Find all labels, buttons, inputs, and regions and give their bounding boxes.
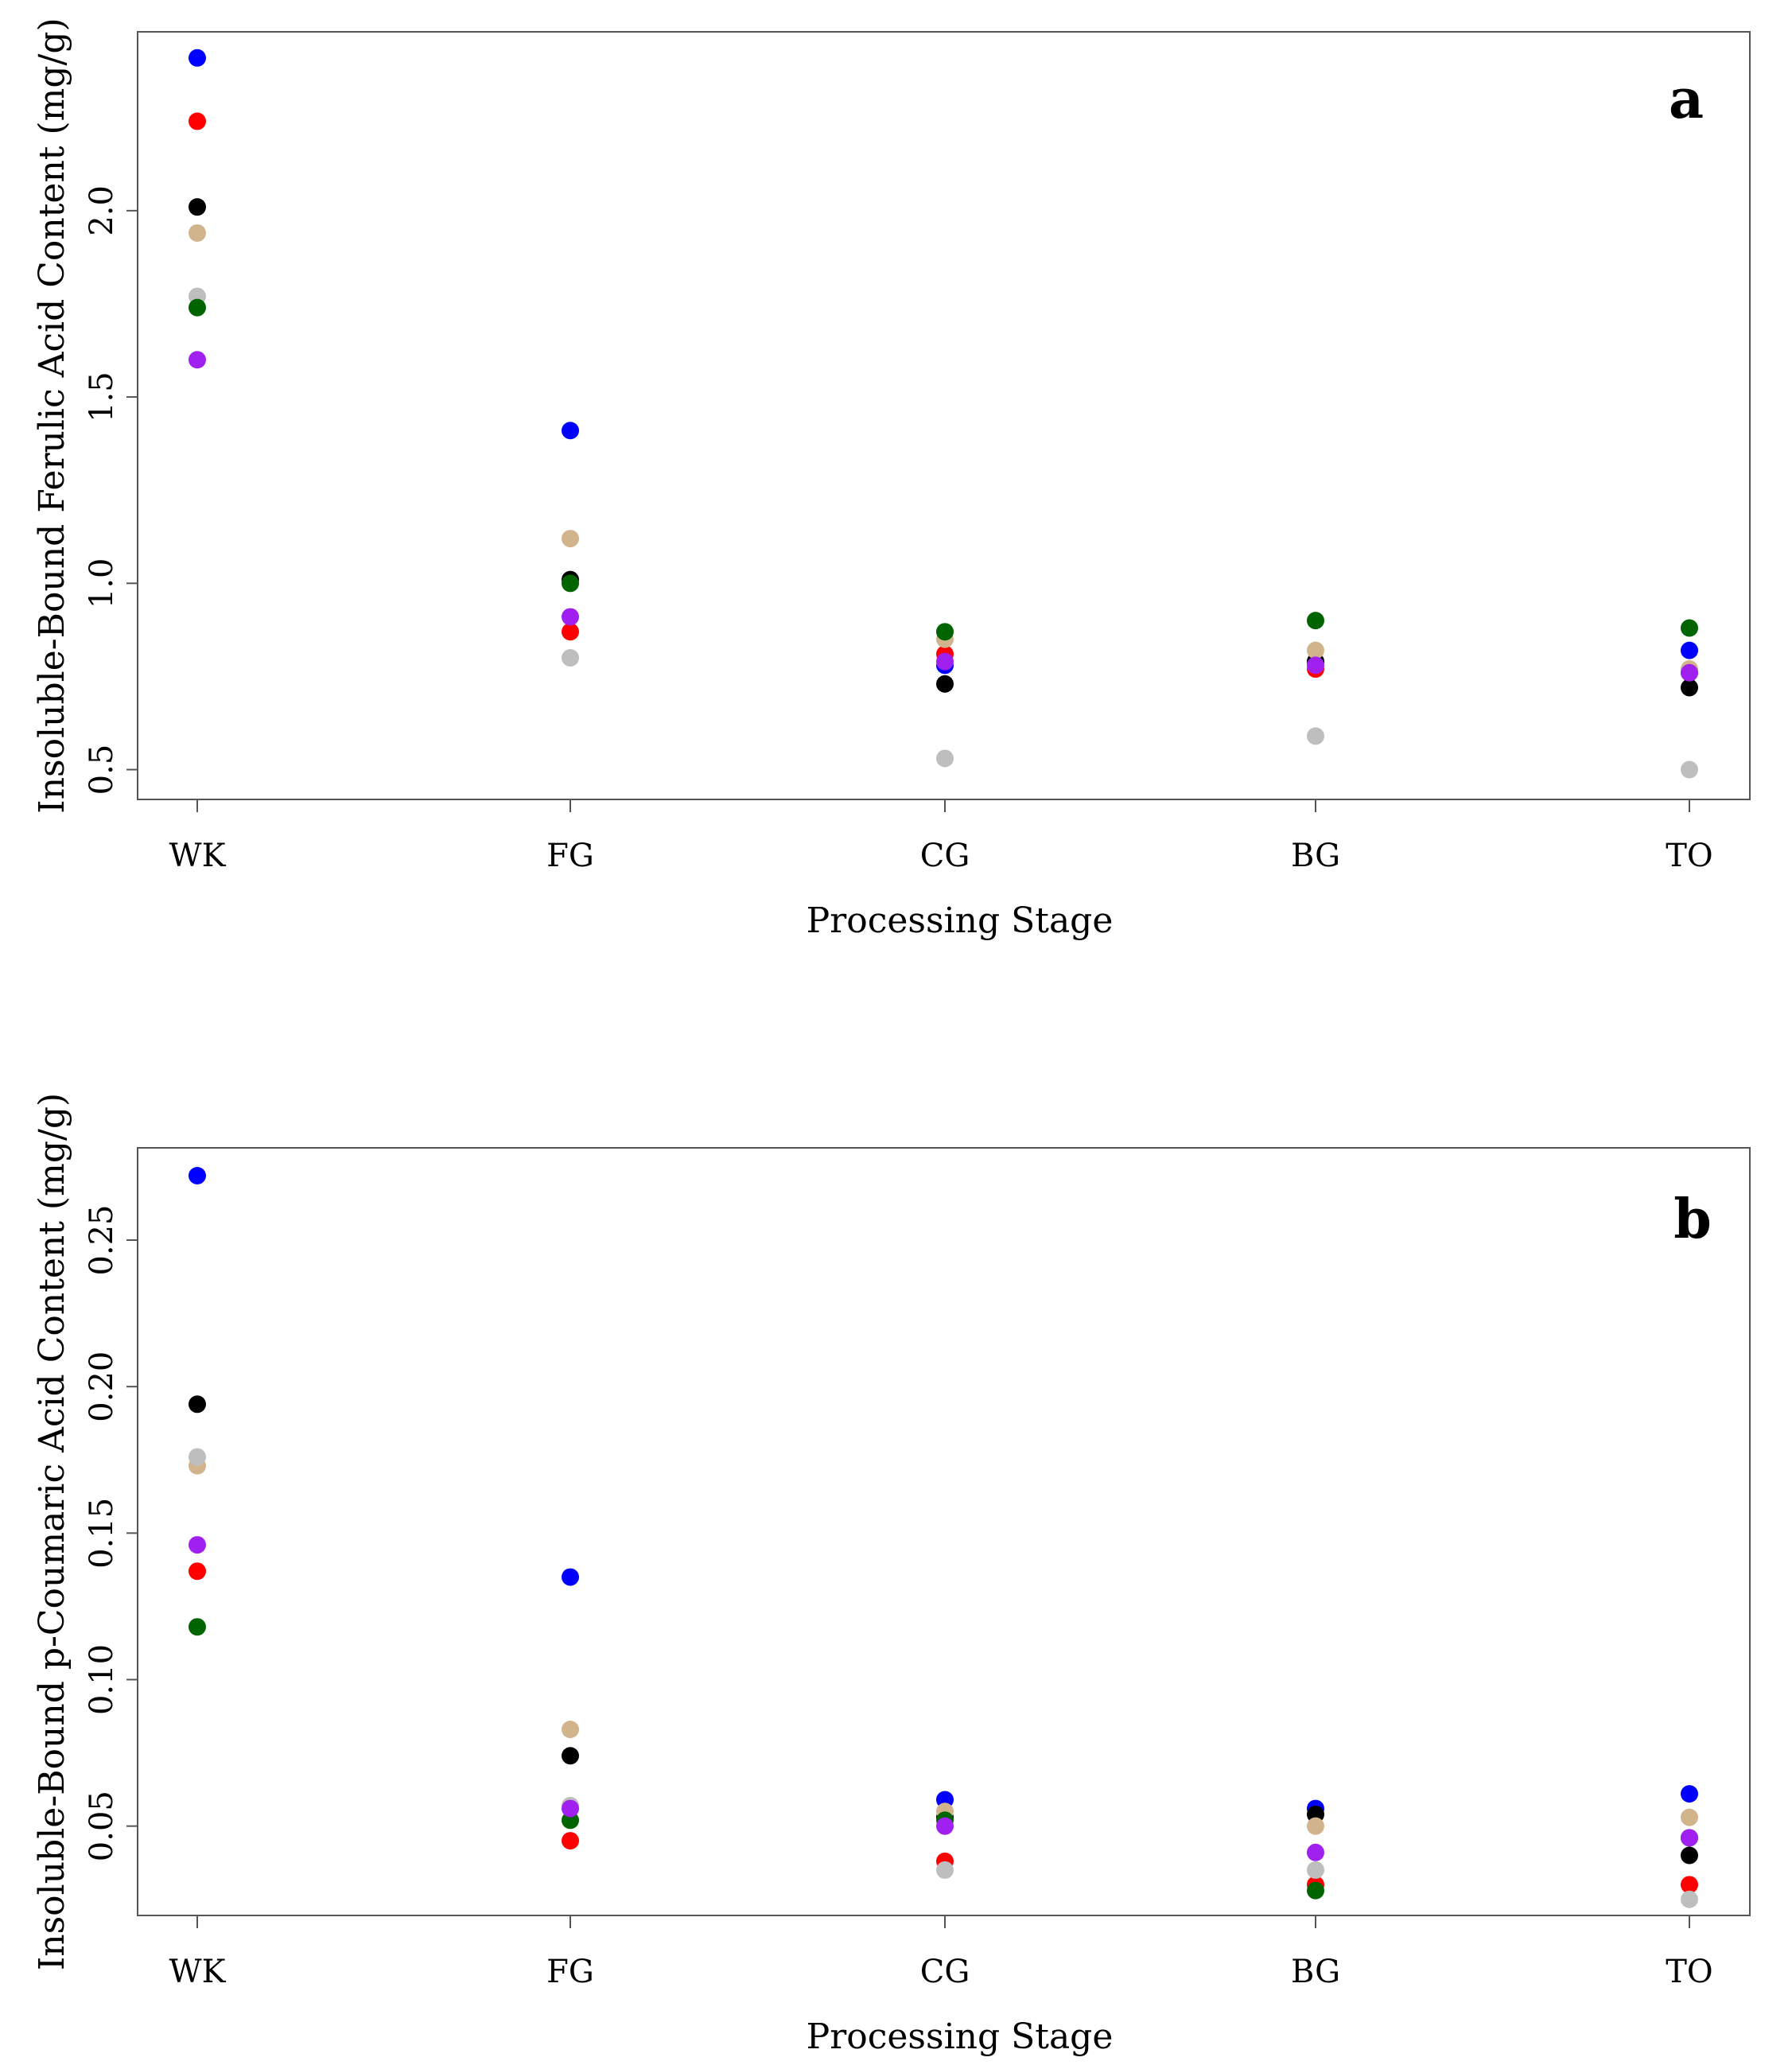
x-tick-label: BG: [1291, 1954, 1340, 1990]
x-tick-label: WK: [169, 1954, 227, 1990]
data-point: [1307, 1881, 1324, 1900]
data-point: [189, 1448, 206, 1466]
chart-panel-a: 0.5 1.0 1.5 2.0 WK FG CG BG TO Processing Stage In…: [32, 18, 1751, 941]
data-point: [189, 1536, 206, 1554]
data-point: [1681, 641, 1698, 659]
y-tick-label: 1.0: [84, 558, 120, 609]
y-axis-title: Insoluble-Bound Ferulic Acid Content (mg…: [32, 18, 72, 813]
x-tick-label: TO: [1666, 838, 1712, 874]
data-point: [936, 1817, 954, 1835]
y-tick-label: 0.10: [84, 1644, 120, 1715]
y-tick-label: 0.20: [84, 1351, 120, 1422]
data-point: [562, 1832, 579, 1850]
data-point: [189, 49, 206, 67]
data-point: [1307, 1843, 1324, 1861]
data-point: [189, 1395, 206, 1414]
data-point: [1681, 619, 1698, 637]
y-axis-title: Insoluble-Bound p-Coumaric Acid Content …: [32, 1093, 72, 1970]
data-point: [189, 1166, 206, 1184]
data-point: [562, 574, 579, 593]
data-point: [1681, 1876, 1698, 1894]
panel-label: a: [1669, 68, 1704, 131]
data-point: [1681, 679, 1698, 697]
data-point: [189, 198, 206, 216]
x-axis-title: Processing Stage: [807, 900, 1114, 941]
data-point: [1307, 727, 1324, 745]
y-tick-label: 0.05: [84, 1791, 120, 1861]
data-point: [1307, 656, 1324, 675]
data-point: [936, 652, 954, 671]
data-point: [936, 623, 954, 641]
data-point: [1307, 641, 1324, 659]
x-axis-title: Processing Stage: [807, 2016, 1114, 2057]
data-point: [562, 648, 579, 667]
x-tick-label: FG: [546, 1954, 594, 1990]
y-tick-label: 0.5: [84, 745, 120, 795]
y-tick-label: 0.15: [84, 1498, 120, 1569]
data-point: [1681, 1808, 1698, 1826]
data-point: [189, 1562, 206, 1581]
x-tick-label: BG: [1291, 838, 1340, 874]
data-point: [189, 1618, 206, 1636]
data-point: [936, 675, 954, 693]
data-point: [1307, 1817, 1324, 1835]
data-point: [562, 1747, 579, 1765]
x-tick-label: TO: [1666, 1954, 1712, 1990]
data-point: [189, 112, 206, 130]
data-point: [562, 623, 579, 641]
data-point: [562, 422, 579, 440]
data-point: [936, 749, 954, 768]
data-point: [189, 298, 206, 317]
x-tick-label: FG: [546, 838, 594, 874]
data-point: [1681, 1785, 1698, 1803]
data-point: [1681, 663, 1698, 682]
x-tick-label: CG: [920, 1954, 970, 1990]
data-point: [1681, 1890, 1698, 1908]
data-point: [1681, 1846, 1698, 1865]
data-point: [189, 351, 206, 369]
x-tick-label: WK: [169, 838, 227, 874]
plot-frame: [137, 1147, 1751, 1916]
data-point: [562, 608, 579, 626]
data-point: [562, 1568, 579, 1586]
data-point: [1681, 1829, 1698, 1847]
chart-panel-b: 0.05 0.10 0.15 0.20 0.25 WK FG CG BG TO Processing…: [32, 1093, 1751, 2057]
data-point: [1307, 612, 1324, 630]
data-point: [936, 1861, 954, 1879]
data-point: [562, 530, 579, 548]
data-point: [1307, 1861, 1324, 1879]
y-tick-label: 2.0: [84, 185, 120, 236]
data-point: [189, 224, 206, 242]
y-tick-label: 1.5: [84, 371, 120, 422]
plot-frame: [137, 31, 1751, 800]
data-point: [562, 1799, 579, 1818]
y-tick-label: 0.25: [84, 1204, 120, 1275]
x-tick-label: CG: [920, 838, 970, 874]
data-point: [1681, 760, 1698, 779]
panel-label: b: [1673, 1188, 1712, 1251]
data-point: [562, 1721, 579, 1739]
